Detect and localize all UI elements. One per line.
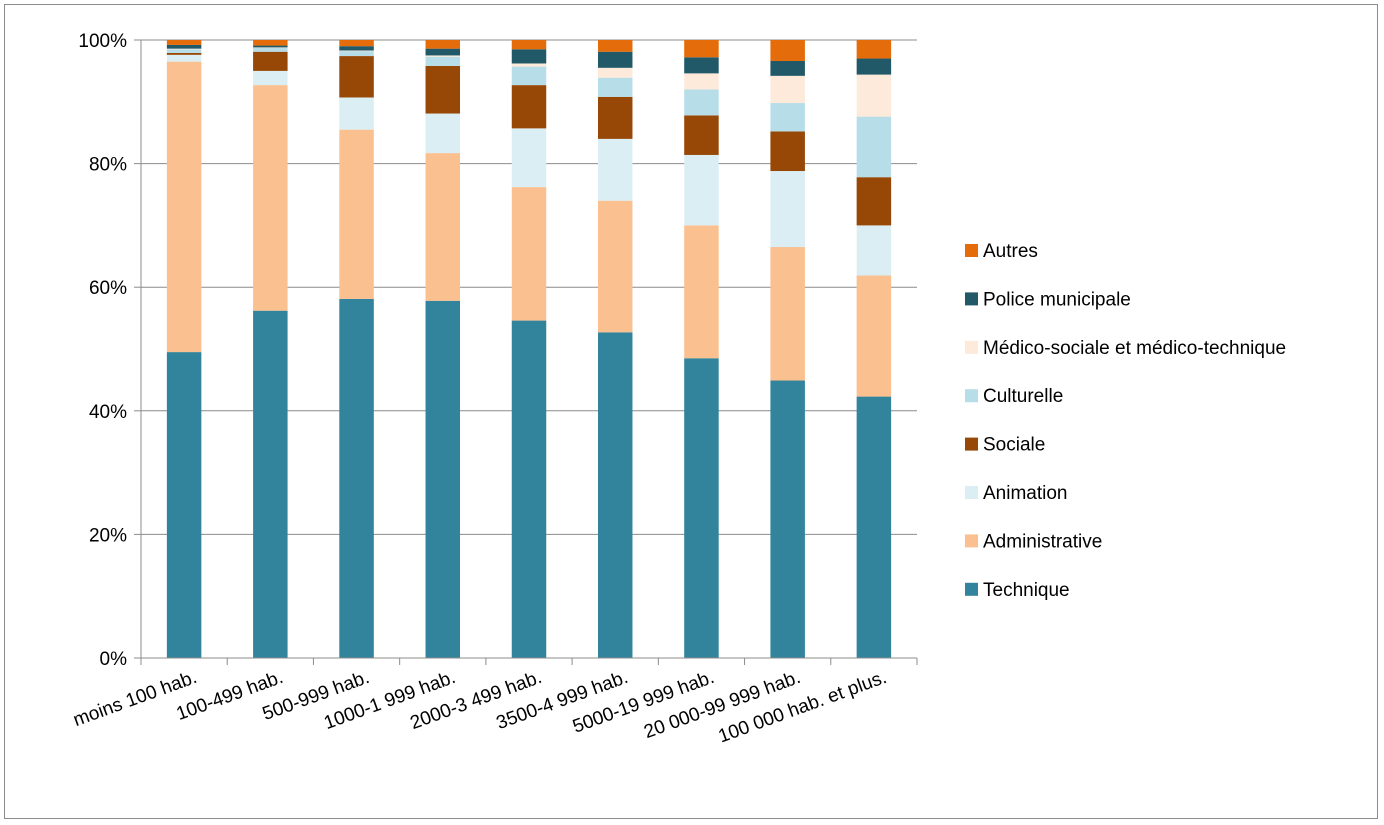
bar-segment-autres xyxy=(770,40,805,62)
bar-segment-animation xyxy=(770,171,805,248)
bar-segment-police-municipale xyxy=(597,51,633,68)
legend-label: Sociale xyxy=(983,435,1045,456)
bar-segment-culturelle xyxy=(770,103,805,132)
bar-segment-culturelle xyxy=(339,51,374,57)
bar-segment-sociale xyxy=(253,51,288,71)
bar-segment-sociale xyxy=(684,115,719,155)
bar-segment-sociale xyxy=(770,131,805,172)
bar-segment-administrative xyxy=(597,200,633,333)
y-tick-label: 60% xyxy=(89,278,127,299)
bar-segment-sociale xyxy=(856,177,892,226)
bar-segment-technique xyxy=(597,332,633,658)
bar-segment-animation xyxy=(684,154,719,226)
legend-swatch xyxy=(965,292,978,306)
bar-segment-culturelle xyxy=(425,56,461,66)
bar-segment-autres xyxy=(856,40,892,59)
bar-segment-sociale xyxy=(166,52,202,55)
bar-segment-police-municipale xyxy=(339,46,374,51)
bar-segment-sociale xyxy=(425,65,461,114)
bar-segment-autres xyxy=(339,40,374,47)
legend-label: Culturelle xyxy=(983,386,1063,407)
bar-segment-animation xyxy=(166,54,202,62)
legend-swatch xyxy=(965,437,978,451)
bar-segment-animation xyxy=(339,97,374,130)
bar-segment-animation xyxy=(253,70,288,86)
legend-swatch xyxy=(965,582,978,596)
bar-segment-technique xyxy=(253,310,288,658)
bar-segment-autres xyxy=(511,40,547,50)
bar-segment-police-municipale xyxy=(166,44,202,49)
bar-segment-technique xyxy=(684,358,719,658)
bar-segment-administrative xyxy=(770,247,805,381)
bar-segment-culturelle xyxy=(166,49,202,53)
bar-segment-culturelle xyxy=(511,66,547,86)
bar-segment-police-municipale xyxy=(511,49,547,64)
y-tick-label: 0% xyxy=(100,649,128,670)
bar-segment-m-dico-sociale-et-m-dico-technique xyxy=(166,48,202,50)
bar-segment-autres xyxy=(597,40,633,52)
bar-segment-administrative xyxy=(511,187,547,321)
y-tick-label: 40% xyxy=(89,402,127,423)
bar-segment-autres xyxy=(425,40,461,49)
legend-swatch xyxy=(965,534,978,548)
bar-segment-police-municipale xyxy=(856,58,892,75)
y-tick-label: 80% xyxy=(89,155,127,176)
bar-segment-animation xyxy=(597,138,633,201)
bar-segment-police-municipale xyxy=(684,57,719,74)
bar-segment-autres xyxy=(253,40,288,46)
bar-segment-m-dico-sociale-et-m-dico-technique xyxy=(597,67,633,78)
bar-segment-sociale xyxy=(339,56,374,98)
bar-segment-culturelle xyxy=(253,48,288,52)
bar-segment-sociale xyxy=(597,96,633,139)
bar-segment-autres xyxy=(684,40,719,58)
legend-label: Animation xyxy=(983,483,1068,504)
bar-segment-culturelle xyxy=(856,116,892,178)
bar-segment-m-dico-sociale-et-m-dico-technique xyxy=(684,73,719,90)
legend-swatch xyxy=(965,340,978,354)
bar-segment-administrative xyxy=(339,129,374,299)
bar-segment-technique xyxy=(166,352,202,658)
bar-segment-culturelle xyxy=(684,89,719,116)
bar-segment-culturelle xyxy=(597,77,633,97)
bar-segment-animation xyxy=(425,113,461,154)
bar-segment-administrative xyxy=(253,85,288,311)
legend-label: Administrative xyxy=(983,531,1102,552)
legend-label: Médico-sociale et médico-technique xyxy=(983,338,1286,359)
bar-segment-autres xyxy=(166,40,202,45)
bar-segment-technique xyxy=(770,380,805,658)
bar-segment-technique xyxy=(339,298,374,658)
bar-segment-police-municipale xyxy=(253,45,288,48)
bar-segment-sociale xyxy=(511,85,547,129)
bar-segment-administrative xyxy=(166,61,202,353)
legend: Autres Police municipale Médico-sociale et… xyxy=(965,241,1286,601)
bar-segment-police-municipale xyxy=(425,48,461,56)
bar-segment-m-dico-sociale-et-m-dico-technique xyxy=(770,75,805,104)
legend-swatch xyxy=(965,389,978,403)
bar-segment-technique xyxy=(856,396,892,658)
legend-label: Autres xyxy=(983,241,1038,262)
legend-label: Technique xyxy=(983,580,1070,601)
bar-segment-m-dico-sociale-et-m-dico-technique xyxy=(253,47,288,49)
legend-swatch xyxy=(965,244,978,257)
bar-segment-animation xyxy=(511,128,547,188)
y-tick-label: 100% xyxy=(78,31,127,52)
y-tick-label: 20% xyxy=(89,525,127,546)
bar-segment-m-dico-sociale-et-m-dico-technique xyxy=(339,50,374,52)
bar-segment-technique xyxy=(425,300,461,658)
bars xyxy=(166,40,892,658)
bar-segment-administrative xyxy=(856,275,892,397)
bar-segment-administrative xyxy=(425,153,461,301)
legend-swatch xyxy=(965,486,978,499)
bar-segment-technique xyxy=(511,320,547,658)
bar-segment-m-dico-sociale-et-m-dico-technique xyxy=(856,74,892,117)
bar-segment-animation xyxy=(856,225,892,276)
bar-segment-m-dico-sociale-et-m-dico-technique xyxy=(511,63,547,67)
legend-label: Police municipale xyxy=(983,289,1131,310)
bar-segment-m-dico-sociale-et-m-dico-technique xyxy=(425,55,461,57)
bar-segment-police-municipale xyxy=(770,61,805,76)
bar-segment-administrative xyxy=(684,225,719,359)
